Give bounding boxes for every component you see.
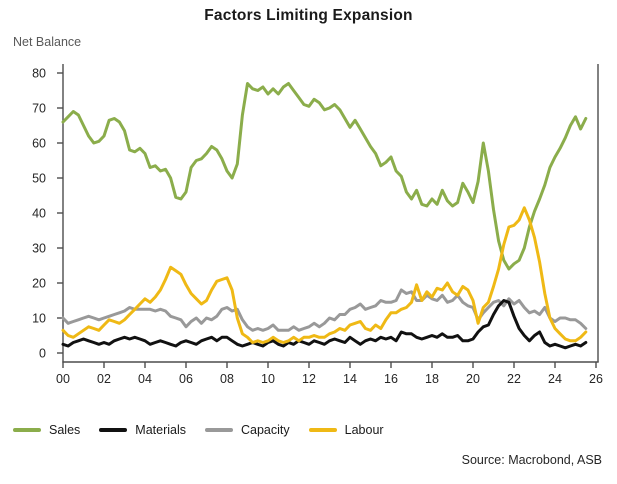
x-tick-label: 22 bbox=[507, 372, 521, 386]
legend-item-materials: Materials bbox=[99, 423, 186, 437]
y-tick-label: 60 bbox=[32, 137, 46, 151]
x-tick-label: 12 bbox=[302, 372, 316, 386]
capacity-line-swatch bbox=[205, 428, 233, 432]
x-tick-label: 06 bbox=[179, 372, 193, 386]
chart-title: Factors Limiting Expansion bbox=[204, 7, 413, 24]
x-tick-label: 26 bbox=[589, 372, 603, 386]
materials-line-swatch bbox=[99, 428, 128, 432]
x-tick-label: 18 bbox=[425, 372, 439, 386]
legend-label-labour: Labour bbox=[344, 423, 384, 437]
series-line-sales bbox=[61, 82, 588, 271]
x-tick-label: 04 bbox=[138, 372, 152, 386]
y-tick-label: 20 bbox=[32, 277, 46, 291]
x-tick-label: 02 bbox=[97, 372, 111, 386]
legend: Sales Materials Capacity Labour bbox=[13, 423, 384, 437]
legend-item-sales: Sales bbox=[13, 423, 80, 437]
legend-label-sales: Sales bbox=[49, 423, 81, 437]
labour-line-swatch bbox=[308, 428, 337, 432]
series-line-materials bbox=[61, 299, 588, 350]
legend-label-materials: Materials bbox=[135, 423, 186, 437]
y-tick-label: 0 bbox=[39, 347, 46, 361]
y-tick-label: 30 bbox=[32, 242, 46, 256]
legend-label-capacity: Capacity bbox=[241, 423, 290, 437]
x-tick-label: 24 bbox=[548, 372, 562, 386]
line-chart: 0 10 20 30 40 50 60 70 80 00 02 04 06 08 10 12 14 16 18 20 2… bbox=[32, 64, 603, 386]
y-tick-label: 10 bbox=[32, 312, 46, 326]
x-tick-label: 20 bbox=[466, 372, 480, 386]
series-line-capacity bbox=[61, 288, 588, 332]
x-tick-label: 00 bbox=[56, 372, 70, 386]
y-tick-label: 80 bbox=[32, 67, 46, 81]
y-tick-label: 40 bbox=[32, 207, 46, 221]
x-tick-label: 14 bbox=[343, 372, 357, 386]
legend-item-labour: Labour bbox=[308, 423, 384, 437]
sales-line-swatch bbox=[13, 428, 41, 432]
y-axis-unit-label: Net Balance bbox=[13, 35, 82, 49]
x-tick-label: 10 bbox=[261, 372, 275, 386]
legend-item-capacity: Capacity bbox=[205, 423, 290, 437]
y-tick-label: 70 bbox=[32, 102, 46, 116]
x-tick-label: 08 bbox=[220, 372, 234, 386]
series-line-labour bbox=[61, 206, 588, 344]
x-tick-label: 16 bbox=[384, 372, 398, 386]
y-tick-label: 50 bbox=[32, 172, 46, 186]
source-attribution: Source: Macrobond, ASB bbox=[461, 453, 602, 467]
